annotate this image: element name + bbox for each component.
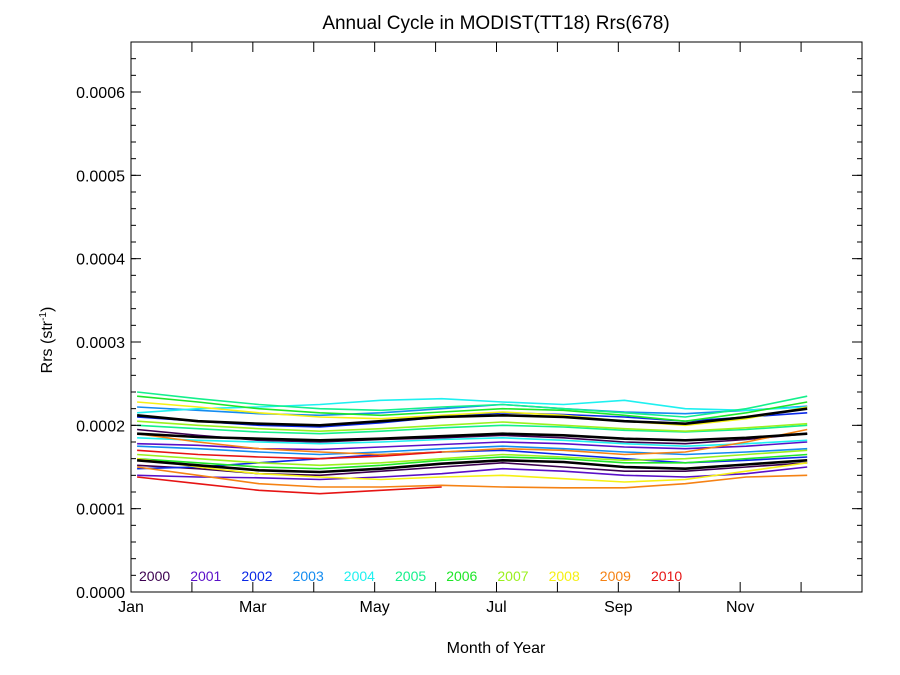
- x-tick-label: Mar: [239, 599, 267, 616]
- series-line-15: [137, 449, 808, 467]
- series-line-7: [137, 445, 808, 456]
- series-line-11: [137, 424, 808, 435]
- legend-entry: 2009: [600, 568, 631, 584]
- y-axis-label: Rrs (str-1): [38, 307, 56, 374]
- plot-frame: [130, 41, 863, 593]
- series-layer: [136, 391, 808, 495]
- series-line-3: [137, 466, 808, 481]
- series-line-13: [137, 453, 808, 470]
- legend-entry: 2002: [241, 568, 272, 584]
- x-tick-label: Jul: [486, 599, 506, 616]
- series-line-19: [136, 466, 808, 489]
- series-line-16: [137, 401, 808, 427]
- x-tick-label: Sep: [604, 599, 633, 616]
- y-tick-label: 0.0001: [76, 502, 125, 519]
- legend: 2000 2001 2002 2003 2004 2005 2006 2007 2008 2009…: [139, 568, 682, 584]
- y-tick-label: 0.0002: [76, 418, 125, 435]
- legend-entry: 2004: [344, 568, 375, 584]
- x-tick-label: Jan: [118, 599, 144, 616]
- series-line-6: [137, 403, 808, 417]
- legend-entry: 2000: [139, 568, 170, 584]
- series-line-9: [137, 437, 808, 447]
- y-tick-label: 0.0006: [76, 85, 125, 102]
- x-axis-label: Month of Year: [447, 640, 546, 657]
- legend-entry: 2005: [395, 568, 426, 584]
- series-line-12: [137, 395, 808, 422]
- series-line-24: [136, 459, 808, 474]
- series-line-10: [137, 391, 808, 418]
- y-axis-label-base: Rrs (str: [39, 320, 56, 373]
- axes-layer: 0.0000 0.0001 0.0002 0.0003 0.0004 0.0005 0.00…: [76, 41, 863, 616]
- legend-entry: 2006: [446, 568, 477, 584]
- series-line-23: [137, 432, 808, 442]
- series-line-17: [136, 457, 808, 483]
- legend-entry: 2007: [497, 568, 528, 584]
- y-tick-label: 0.0003: [76, 335, 125, 352]
- y-tick-label: 0.0004: [76, 252, 125, 269]
- series-line-21: [137, 476, 442, 495]
- series-line-18: [136, 428, 808, 456]
- y-axis-label-close: ): [39, 307, 56, 312]
- y-axis-label-sup: -1: [38, 312, 49, 321]
- legend-entry: 2001: [190, 568, 221, 584]
- series-line-22: [136, 407, 808, 427]
- x-tick-label: May: [360, 599, 390, 616]
- series-line-14: [137, 420, 808, 432]
- y-tick-label: 0.0000: [76, 585, 125, 602]
- y-tick-label: 0.0005: [76, 168, 125, 185]
- legend-entry: 2010: [651, 568, 682, 584]
- x-tick-label: Nov: [726, 599, 754, 616]
- legend-entry: 2003: [293, 568, 324, 584]
- legend-entry: 2008: [549, 568, 580, 584]
- chart-title: Annual Cycle in MODIST(TT18) Rrs(678): [322, 13, 669, 34]
- series-line-20: [137, 449, 442, 460]
